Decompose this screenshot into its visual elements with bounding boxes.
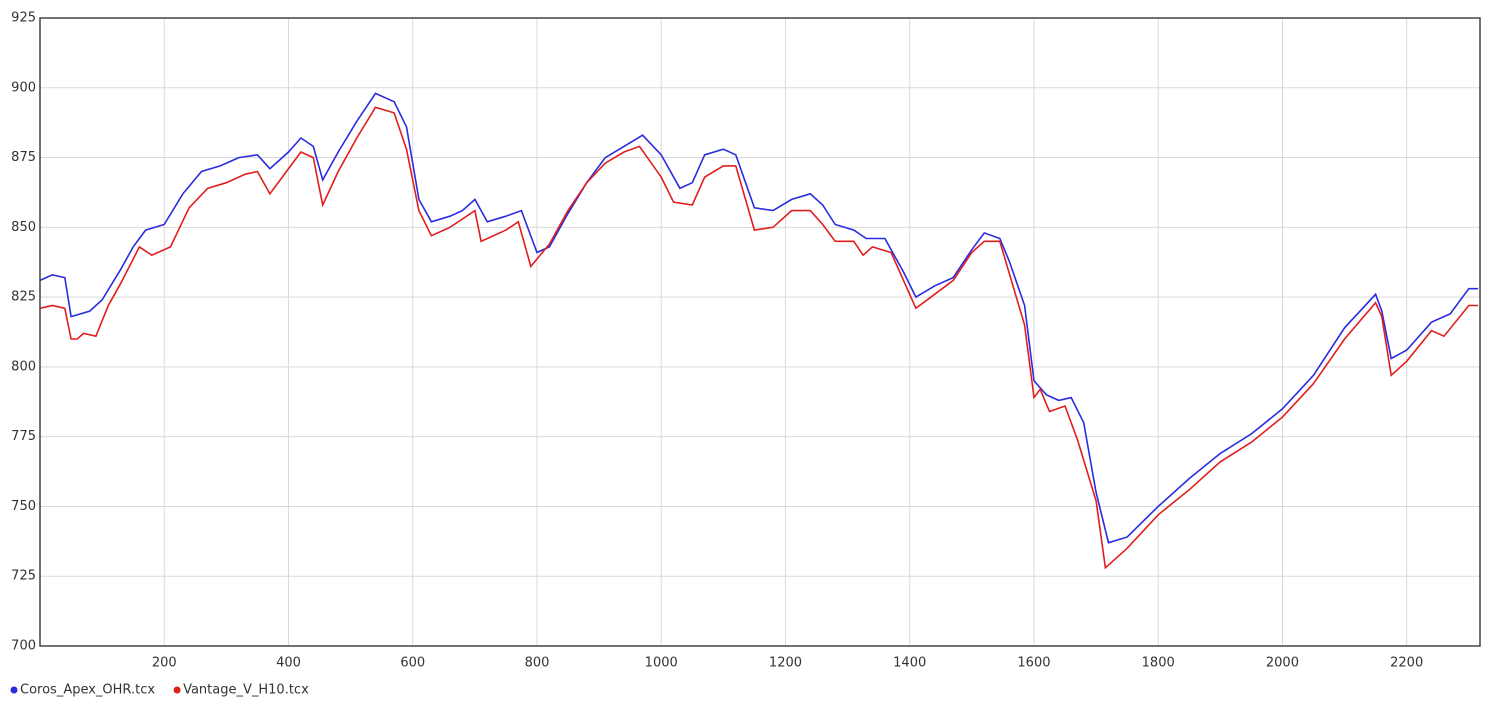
- x-tick-label: 800: [525, 656, 550, 671]
- y-tick-label: 850: [11, 220, 36, 235]
- y-tick-label: 800: [11, 359, 36, 374]
- y-tick-label: 750: [11, 499, 36, 514]
- x-tick-label: 1000: [645, 656, 678, 671]
- x-tick-label: 400: [276, 656, 301, 671]
- y-tick-label: 900: [11, 80, 36, 95]
- y-tick-label: 775: [11, 429, 36, 444]
- plot-border: [39, 17, 1481, 647]
- legend-marker: [10, 686, 18, 694]
- series-line: [39, 92, 1479, 544]
- series-line: [39, 106, 1479, 570]
- x-tick-label: 2200: [1390, 656, 1423, 671]
- legend-marker: [173, 686, 181, 694]
- y-tick-label: 725: [11, 569, 36, 584]
- x-tick-label: 1800: [1142, 656, 1175, 671]
- y-tick-label: 875: [11, 150, 36, 165]
- x-tick-label: 200: [152, 656, 177, 671]
- y-tick-label: 925: [11, 11, 36, 26]
- x-tick-label: 1400: [893, 656, 926, 671]
- legend-label: Coros_Apex_OHR.tcx: [20, 683, 155, 698]
- x-tick-label: 600: [400, 656, 425, 671]
- legend-label: Vantage_V_H10.tcx: [183, 683, 309, 698]
- x-tick-label: 1200: [769, 656, 802, 671]
- x-tick-label: 1600: [1017, 656, 1050, 671]
- y-tick-label: 700: [11, 639, 36, 654]
- x-tick-label: 2000: [1266, 656, 1299, 671]
- y-tick-label: 825: [11, 290, 36, 305]
